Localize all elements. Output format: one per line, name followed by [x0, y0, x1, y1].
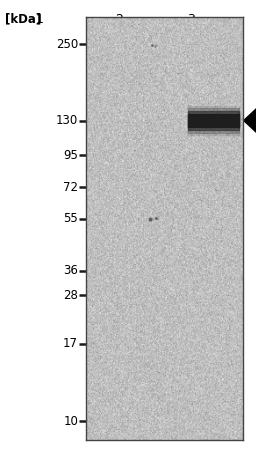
Polygon shape	[244, 108, 256, 133]
Text: 36: 36	[63, 265, 78, 277]
Text: 95: 95	[63, 149, 78, 162]
Text: 2: 2	[115, 13, 123, 26]
Text: 72: 72	[63, 181, 78, 193]
Text: 1: 1	[36, 13, 44, 26]
Text: 17: 17	[63, 337, 78, 350]
Text: 28: 28	[63, 289, 78, 302]
Text: 3: 3	[187, 13, 195, 26]
Text: 10: 10	[63, 415, 78, 428]
Text: 130: 130	[56, 114, 78, 127]
Text: 250: 250	[56, 38, 78, 51]
Text: [kDa]: [kDa]	[5, 13, 41, 26]
Text: 55: 55	[63, 212, 78, 225]
